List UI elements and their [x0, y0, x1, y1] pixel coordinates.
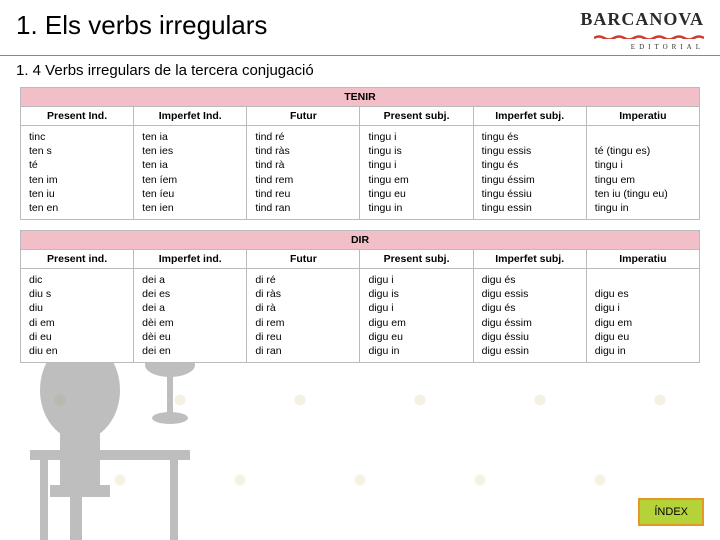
col-header: Imperfet ind.: [134, 250, 247, 269]
table-tenir-title: TENIR: [21, 88, 700, 107]
col-header: Imperfet subj.: [473, 250, 586, 269]
col-header: Imperatiu: [586, 250, 699, 269]
cell: di ré di ràs di rà di rem di reu di ran: [247, 269, 360, 363]
cell: tingu i tingu is tingu i tingu em tingu …: [360, 126, 473, 220]
header: 1. Els verbs irregulars BARCANOVA EDITOR…: [0, 0, 720, 56]
table-tenir: TENIR Present Ind. Imperfet Ind. Futur P…: [20, 87, 700, 220]
section-subtitle: 1. 4 Verbs irregulars de la tercera conj…: [0, 56, 720, 87]
tables-container: TENIR Present Ind. Imperfet Ind. Futur P…: [0, 87, 720, 363]
logo-subtext: EDITORIAL: [580, 44, 704, 51]
col-header: Imperfet Ind.: [134, 107, 247, 126]
page-title: 1. Els verbs irregulars: [16, 10, 267, 41]
col-header: Imperfet subj.: [473, 107, 586, 126]
cell: digu i digu is digu i digu em digu eu di…: [360, 269, 473, 363]
col-header: Present Ind.: [21, 107, 134, 126]
col-header: Present subj.: [360, 107, 473, 126]
col-header: Imperatiu: [586, 107, 699, 126]
col-header: Futur: [247, 107, 360, 126]
publisher-logo: BARCANOVA EDITORIAL: [580, 10, 704, 51]
col-header: Present subj.: [360, 250, 473, 269]
cell: dic diu s diu di em di eu diu en: [21, 269, 134, 363]
cell: té (tingu es) tingu i tingu em ten iu (t…: [586, 126, 699, 220]
table-dir: DIR Present ind. Imperfet ind. Futur Pre…: [20, 230, 700, 363]
cell: ten ia ten ies ten ia ten íem ten íeu te…: [134, 126, 247, 220]
table-dir-title: DIR: [21, 231, 700, 250]
logo-wave-icon: [594, 35, 704, 39]
cell: digu es digu i digu em digu eu digu in: [586, 269, 699, 363]
index-button[interactable]: ÍNDEX: [638, 498, 704, 526]
col-header: Present ind.: [21, 250, 134, 269]
cell: digu és digu essis digu és digu éssim di…: [473, 269, 586, 363]
cell: tingu és tingu essis tingu és tingu éssi…: [473, 126, 586, 220]
cell: tind ré tind ràs tind rà tind rem tind r…: [247, 126, 360, 220]
cell: tinc ten s té ten im ten iu ten en: [21, 126, 134, 220]
logo-text: BARCANOVA: [580, 10, 704, 28]
col-header: Futur: [247, 250, 360, 269]
cell: dei a dei es dei a dèi em dèi eu dei en: [134, 269, 247, 363]
